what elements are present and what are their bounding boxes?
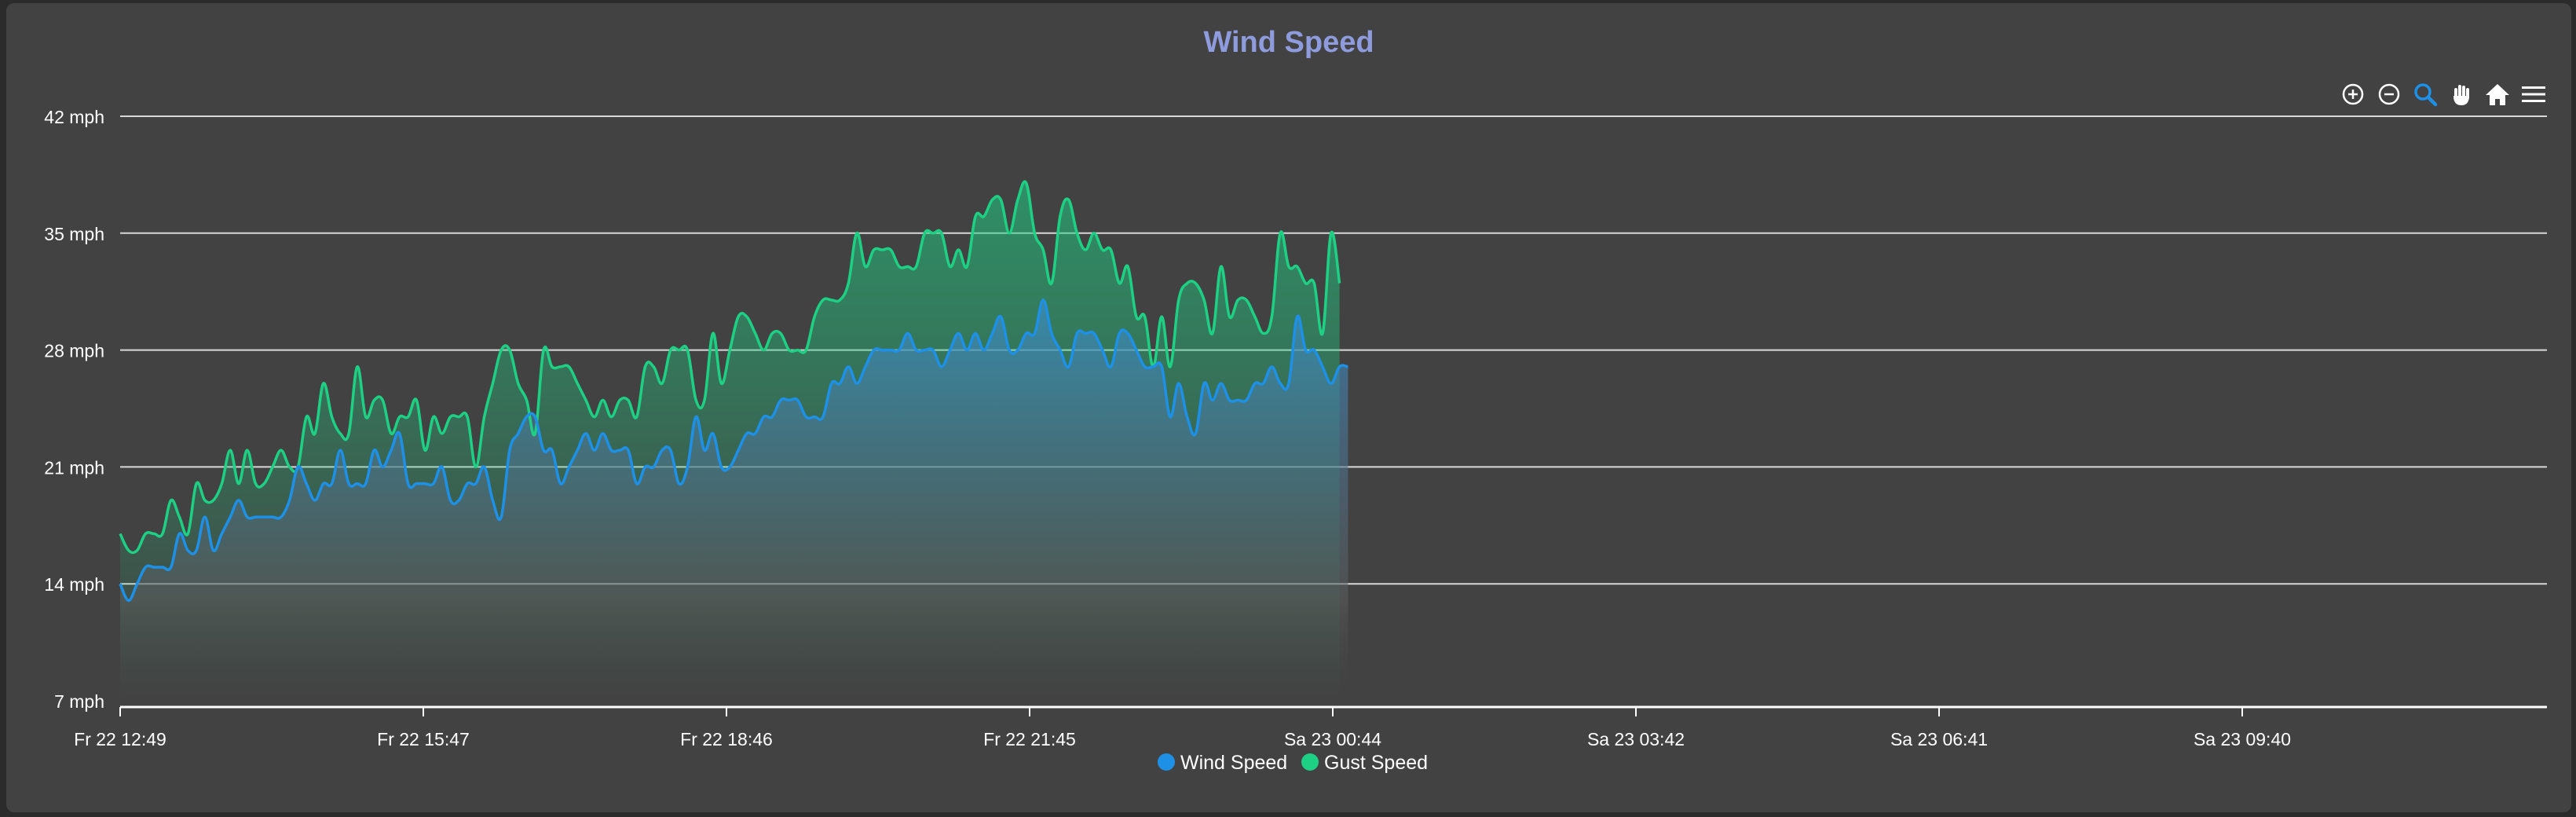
gust-line[interactable]: [119, 180, 1341, 555]
x-tick-label: Fr 22 21:45: [983, 729, 1076, 749]
y-tick-label: 35 mph: [44, 224, 104, 244]
wind-line[interactable]: [119, 299, 1348, 603]
menu-icon[interactable]: [2519, 80, 2548, 108]
x-tick-label: Fr 22 18:46: [680, 729, 773, 749]
wind-speed-chart: Wind Speed 7 mph 14 mph 21 mph 28 mph 35 mph…: [44, 26, 2547, 774]
x-tick-label: Sa 23 06:41: [1890, 729, 1988, 749]
x-tick-label: Sa 23 09:40: [2194, 729, 2291, 749]
chart-panel: Wind Speed 7 mph 14 mph 21 mph 28 mph 35 mph…: [6, 3, 2571, 812]
x-axis-ticks: Fr 22 12:49 Fr 22 15:47 Fr 22 18:46 Fr 22 2…: [74, 707, 2291, 749]
y-tick-label: 21 mph: [44, 457, 104, 478]
x-tick-label: Sa 23 00:44: [1284, 729, 1381, 749]
selection-zoom-icon[interactable]: [2411, 80, 2439, 108]
legend-label: Gust Speed: [1324, 752, 1428, 774]
y-tick-label: 7 mph: [54, 691, 104, 712]
zoom-out-icon[interactable]: [2375, 80, 2403, 108]
y-tick-label: 42 mph: [44, 107, 104, 127]
y-tick-label: 28 mph: [44, 341, 104, 361]
legend-marker: [1158, 753, 1175, 771]
x-tick-label: Fr 22 12:49: [74, 729, 166, 749]
zoom-in-icon[interactable]: [2339, 80, 2367, 108]
x-tick-label: Fr 22 15:47: [377, 729, 470, 749]
series-lines: [119, 180, 1348, 603]
legend-marker: [1301, 753, 1319, 771]
legend-item-gust-speed[interactable]: Gust Speed: [1301, 752, 1428, 774]
legend-label: Wind Speed: [1180, 752, 1287, 774]
reset-home-icon[interactable]: [2483, 80, 2512, 108]
chart-title: Wind Speed: [1203, 26, 1374, 59]
legend[interactable]: Wind Speed Gust Speed: [1158, 752, 1428, 774]
y-axis-ticks: 7 mph 14 mph 21 mph 28 mph 35 mph 42 mph: [44, 107, 104, 712]
series-areas: [120, 181, 1348, 701]
chart-toolbar: [2339, 79, 2548, 110]
x-tick-label: Sa 23 03:42: [1587, 729, 1685, 749]
wind-area: [120, 299, 1348, 701]
y-tick-label: 14 mph: [44, 574, 104, 595]
pan-icon[interactable]: [2447, 80, 2475, 108]
legend-item-wind-speed[interactable]: Wind Speed: [1158, 752, 1287, 774]
